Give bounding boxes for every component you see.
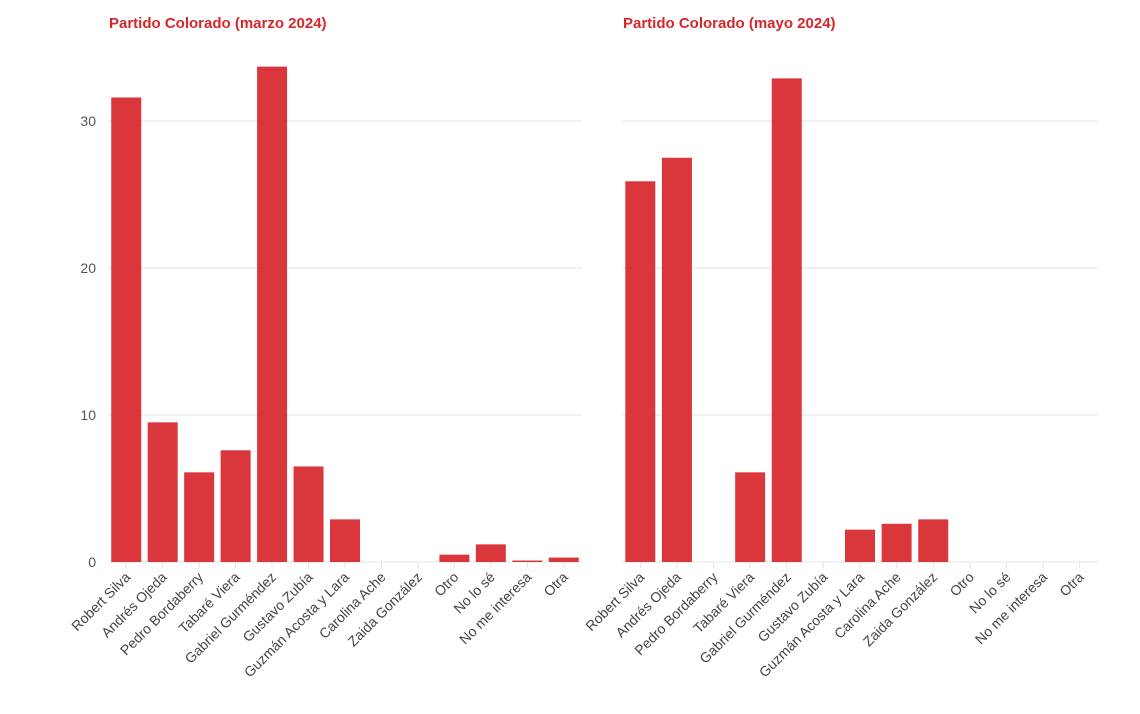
x-tick-label: Otro (431, 569, 462, 600)
bar (548, 557, 579, 562)
chart-panel-2: Partido Colorado (mayo 2024)Robert Silva… (582, 15, 1098, 680)
bar (625, 181, 656, 562)
y-tick-label: 20 (80, 260, 96, 276)
chart-title: Partido Colorado (mayo 2024) (623, 15, 836, 32)
bar (735, 472, 766, 562)
bar (111, 97, 142, 562)
bar (918, 519, 949, 562)
bar (512, 560, 543, 562)
bar (330, 519, 360, 562)
y-tick-label: 30 (80, 113, 96, 129)
bar (439, 554, 470, 562)
bar (475, 544, 506, 562)
chart-panel-1: Partido Colorado (marzo 2024)0102030Robe… (68, 15, 582, 680)
y-tick-label: 10 (80, 407, 96, 423)
y-tick-label: 0 (88, 554, 96, 570)
bar (293, 466, 324, 562)
bar (220, 450, 251, 562)
bar (771, 78, 802, 563)
x-tick-label: Otra (540, 569, 571, 600)
bar (184, 472, 215, 562)
bar (257, 66, 288, 563)
bar (147, 422, 178, 562)
bar (661, 157, 692, 562)
x-tick-label: Otro (946, 569, 977, 600)
bar (881, 523, 912, 562)
chart-title: Partido Colorado (marzo 2024) (109, 15, 327, 32)
x-tick-label: Otra (1056, 569, 1087, 600)
bar (845, 529, 875, 562)
